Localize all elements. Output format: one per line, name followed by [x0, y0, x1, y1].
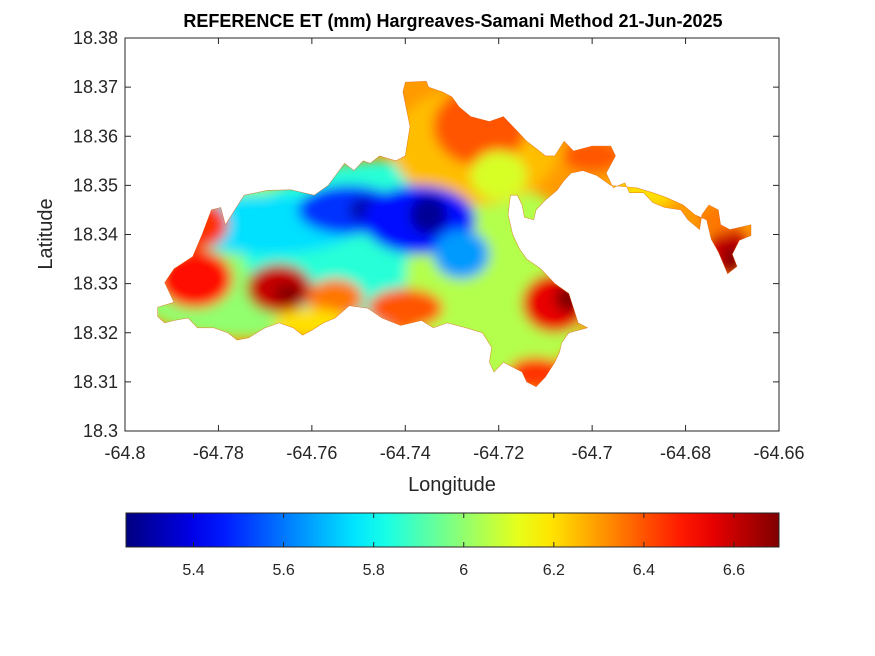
- island-outline: [157, 80, 752, 388]
- chart-title: REFERENCE ET (mm) Hargreaves-Samani Meth…: [183, 11, 722, 31]
- heat-blob: [274, 283, 303, 304]
- colorbar-gradient: [125, 512, 780, 548]
- colorbar-ticks: 5.4 5.6 5.8 6 6.2 6.4 6.6: [182, 513, 745, 579]
- colorbar-tick-label: 5.4: [182, 562, 204, 579]
- colorbar-tick-label: 6.4: [633, 562, 655, 579]
- colorbar-tick-label: 5.6: [272, 562, 294, 579]
- y-axis: 18.3 18.31 18.32 18.33 18.34 18.35 18.36 18.37 1…: [73, 28, 779, 441]
- colorbar-tick-label: 6.2: [543, 562, 565, 579]
- colorbar-tick-label: 5.8: [363, 562, 385, 579]
- y-tick-label: 18.3: [83, 421, 118, 441]
- x-tick-label: -64.74: [380, 443, 431, 463]
- heat-blob: [367, 288, 443, 328]
- x-axis: -64.8 -64.78 -64.76 -64.74 -64.72 -64.7 -64.68…: [104, 38, 805, 463]
- colorbar-tick-label: 6.6: [723, 562, 745, 579]
- x-tick-label: -64.66: [753, 443, 804, 463]
- y-tick-label: 18.38: [73, 28, 118, 48]
- y-tick-label: 18.34: [73, 225, 118, 245]
- heat-blob: [433, 229, 490, 279]
- x-tick-label: -64.68: [660, 443, 711, 463]
- y-tick-label: 18.32: [73, 323, 118, 343]
- y-tick-label: 18.35: [73, 175, 118, 195]
- heat-blob: [470, 150, 527, 201]
- colorbar: 5.4 5.6 5.8 6 6.2 6.4 6.6: [125, 512, 780, 579]
- y-tick-label: 18.36: [73, 126, 118, 146]
- x-tick-label: -64.76: [286, 443, 337, 463]
- x-tick-label: -64.8: [104, 443, 145, 463]
- heat-blob: [409, 195, 448, 235]
- plot-area: [125, 38, 779, 431]
- y-tick-label: 18.37: [73, 77, 118, 97]
- y-tick-label: 18.31: [73, 372, 118, 392]
- x-tick-label: -64.72: [473, 443, 524, 463]
- colorbar-tick-label: 6: [459, 562, 468, 579]
- x-axis-label: Longitude: [408, 474, 496, 496]
- y-axis-label: Latitude: [35, 198, 57, 269]
- x-tick-label: -64.7: [572, 443, 613, 463]
- x-tick-label: -64.78: [193, 443, 244, 463]
- y-tick-label: 18.33: [73, 274, 118, 294]
